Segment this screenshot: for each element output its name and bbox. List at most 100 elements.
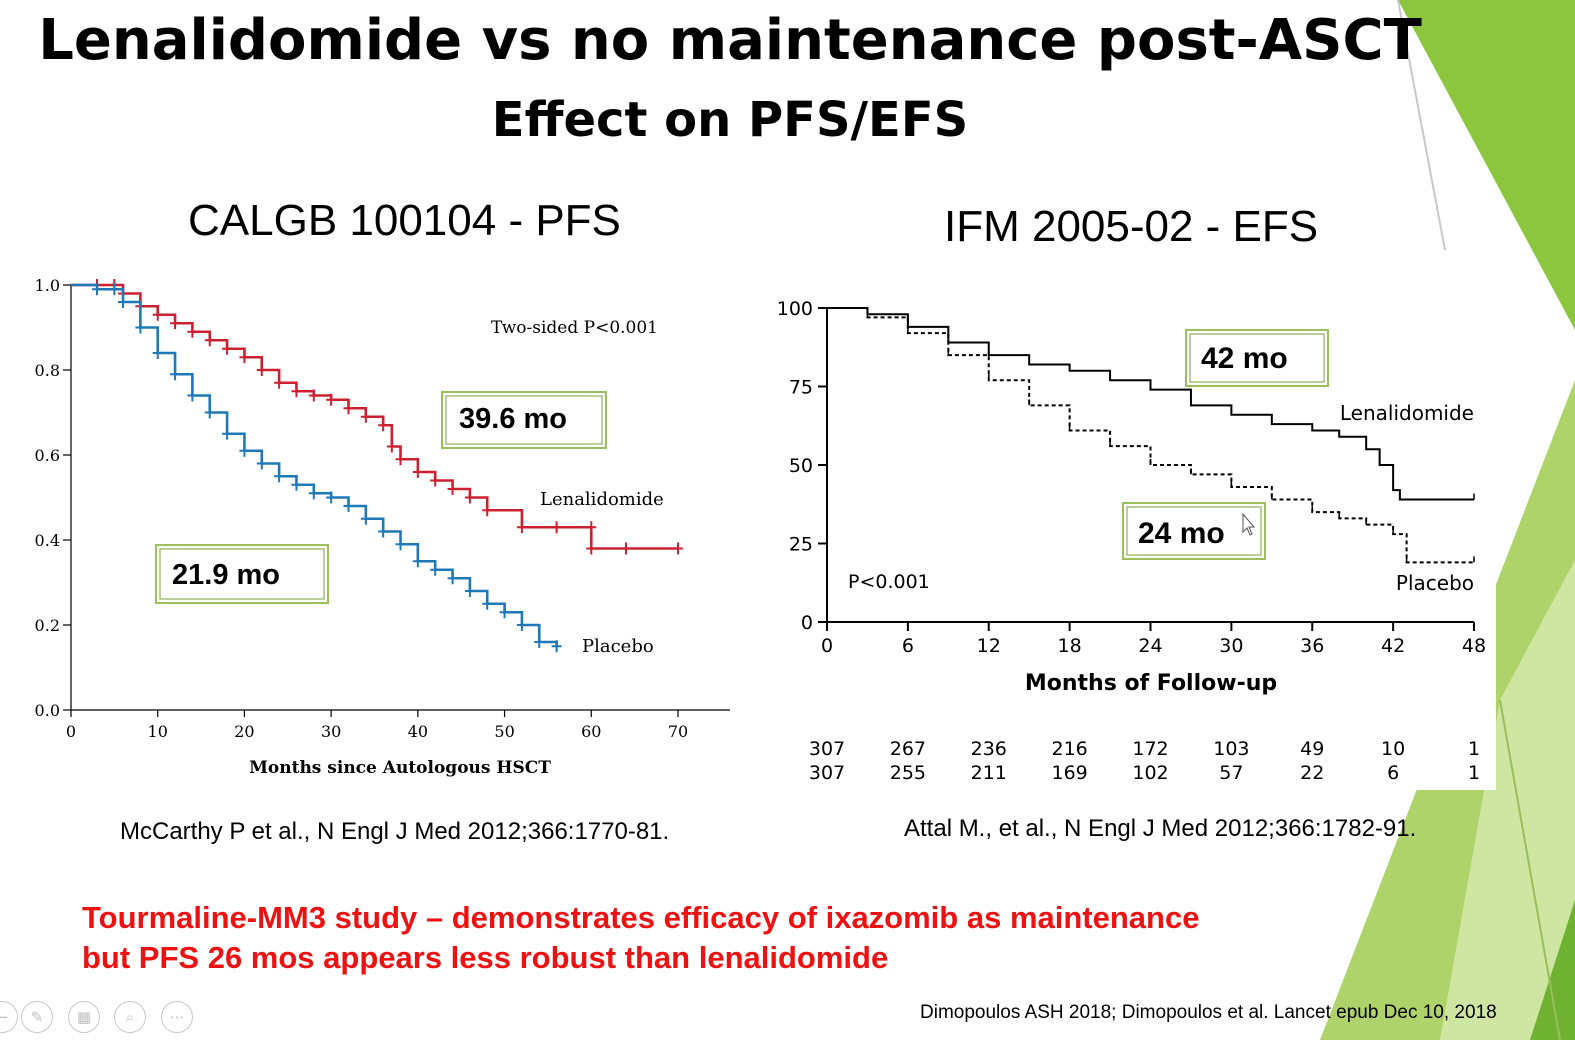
chart1-x-tick-label: 40 — [408, 722, 428, 741]
chart1-censor-mark-placebo — [92, 283, 103, 296]
theme-line-1 — [1397, 0, 1446, 251]
chart2-at-risk-value: 103 — [1213, 738, 1249, 760]
chart1-censor-mark-placebo — [482, 597, 493, 610]
chart1-censor-mark-lenalidomide — [430, 474, 441, 487]
chart1-censor-mark-placebo — [360, 512, 371, 525]
chart1-censor-mark-placebo — [551, 640, 562, 653]
chart1-censor-mark-lenalidomide — [291, 385, 302, 398]
chart1-censor-mark-placebo — [516, 619, 527, 631]
green-shape-dark — [1530, 900, 1575, 1040]
chart1-censor-mark-lenalidomide — [326, 393, 337, 406]
chart2-x-tick-label: 12 — [977, 635, 1001, 657]
chart1-callout-placebo-text: 21.9 mo — [172, 559, 280, 591]
green-shape-light — [1440, 560, 1575, 1040]
chart2-at-risk-value: 49 — [1300, 738, 1324, 760]
chart2-series-label-placebo: Placebo — [1396, 571, 1474, 595]
green-shape-top — [1398, 0, 1575, 330]
chart2-at-risk-value: 216 — [1051, 738, 1087, 760]
chart2-at-risk-value: 172 — [1132, 738, 1168, 760]
chart2-at-risk-value: 102 — [1132, 762, 1168, 784]
chart1-censor-mark-placebo — [152, 347, 163, 359]
chart2-p-value: P<0.001 — [848, 571, 930, 593]
chart1-censor-mark-placebo — [256, 457, 267, 470]
slides-grid-icon[interactable]: ▦ — [68, 1001, 100, 1033]
chart1-x-tick-label: 70 — [668, 722, 688, 741]
chart1-censor-mark-lenalidomide — [256, 364, 267, 376]
chart1-censor-mark-placebo — [187, 389, 198, 402]
chart1-y-tick-label: 0.0 — [35, 701, 60, 720]
chart1-callout-lenalidomide: 39.6 mo — [441, 391, 607, 449]
chart1-censor-mark-lenalidomide — [378, 419, 389, 432]
zoom-icon[interactable]: ⌕ — [114, 1001, 146, 1033]
chart1-censor-mark-lenalidomide — [620, 542, 631, 555]
chart1-censor-mark-lenalidomide — [222, 342, 233, 355]
chart1-x-tick-label: 10 — [148, 722, 168, 741]
reference-text: Dimopoulos ASH 2018; Dimopoulos et al. L… — [920, 1002, 1497, 1023]
chart1-censor-mark-lenalidomide — [343, 402, 354, 415]
chart2-at-risk-value: 6 — [1387, 762, 1399, 784]
ifm-efs-chart: 0 25 50 75 100 0 6 12 18 24 30 36 42 48 Months of Fo… — [770, 255, 1496, 790]
chart2-y-tick-label: 50 — [789, 455, 813, 477]
chart1-censor-mark-lenalidomide — [386, 440, 397, 453]
chart1-x-tick-label: 60 — [581, 722, 601, 741]
chart1-censor-mark-lenalidomide — [464, 491, 475, 504]
chart2-callout-lenalidomide: 42 mo — [1185, 329, 1329, 387]
chart2-callout-lenalidomide-text: 42 mo — [1201, 342, 1288, 375]
chart2-callout-placebo-text: 24 mo — [1138, 517, 1225, 550]
chart1-y-tick-label: 0.2 — [35, 616, 60, 635]
chart2-y-tick-label: 100 — [777, 298, 813, 320]
chart1-censor-mark-placebo — [118, 296, 129, 308]
highlight-text-line2: but PFS 26 mos appears less robust than … — [82, 940, 889, 975]
chart1-censor-mark-placebo — [274, 470, 285, 483]
chart1-callout-lenalidomide-text: 39.6 mo — [459, 403, 567, 435]
chart1-censor-mark-placebo — [499, 606, 510, 619]
slide-title: Lenalidomide vs no maintenance post-ASCT — [38, 8, 1422, 73]
chart2-at-risk-value: 169 — [1051, 762, 1087, 784]
chart1-x-tick-label: 20 — [234, 722, 254, 741]
chart2-x-tick-label: 48 — [1462, 635, 1486, 657]
chart2-y-tick-label: 0 — [801, 612, 813, 634]
chart1-censor-mark-lenalidomide — [170, 317, 181, 330]
chart1-citation: McCarthy P et al., N Engl J Med 2012;366… — [120, 818, 670, 845]
chart2-citation: Attal M., et al., N Engl J Med 2012;366:… — [904, 815, 1417, 842]
chart1-callout-placebo: 21.9 mo — [155, 544, 329, 604]
chart1-series-label-lenalidomide: Lenalidomide — [540, 489, 664, 510]
chart1-censor-mark-lenalidomide — [395, 453, 406, 466]
chart2-callout-placebo: 24 mo — [1122, 502, 1266, 560]
chart2-at-risk-value: 307 — [809, 762, 845, 784]
chart1-x-label: Months since Autologous HSCT — [249, 758, 551, 778]
pen-icon[interactable]: ✎ — [21, 1001, 53, 1033]
chart1-censor-mark-lenalidomide — [551, 521, 562, 534]
chart1-censor-mark-placebo — [412, 555, 423, 568]
chart1-censor-mark-placebo — [204, 406, 215, 419]
chart2-y-tick-label: 75 — [789, 377, 813, 399]
chart2-title: IFM 2005-02 - EFS — [944, 202, 1319, 251]
chart1-y-tick-label: 0.4 — [35, 531, 60, 550]
chart2-x-tick-label: 6 — [902, 635, 914, 657]
theme-line-2 — [1499, 699, 1561, 1040]
chart1-censor-mark-lenalidomide — [586, 542, 597, 555]
chart1-p-value: Two-sided P<0.001 — [491, 318, 658, 338]
chart1-censor-mark-placebo — [308, 487, 319, 500]
chart2-at-risk-value: 57 — [1219, 762, 1243, 784]
chart1-censor-mark-lenalidomide — [274, 376, 285, 389]
slide-subtitle: Effect on PFS/EFS — [491, 92, 969, 148]
chart2-at-risk-value: 22 — [1300, 762, 1324, 784]
chart1-censor-mark-placebo — [135, 321, 146, 334]
chart2-at-risk-value: 255 — [890, 762, 926, 784]
chart1-censor-mark-lenalidomide — [586, 521, 597, 534]
chart1-censor-mark-placebo — [326, 491, 337, 504]
chart2-at-risk-value: 236 — [971, 738, 1007, 760]
chart1-censor-mark-placebo — [378, 525, 389, 538]
chart1-title: CALGB 100104 - PFS — [188, 196, 621, 245]
chart1-censor-mark-lenalidomide — [412, 466, 423, 478]
chart2-at-risk-value: 1 — [1468, 738, 1480, 760]
more-options-icon[interactable]: ⋯ — [161, 1001, 193, 1033]
chart2-x-tick-label: 0 — [821, 635, 833, 657]
chart1-y-tick-label: 1.0 — [35, 276, 60, 295]
chart2-at-risk-value: 10 — [1381, 738, 1405, 760]
chart2-at-risk-value: 1 — [1468, 762, 1480, 784]
chart1-y-tick-label: 0.6 — [35, 446, 60, 465]
chart1-censor-mark-lenalidomide — [447, 483, 458, 495]
